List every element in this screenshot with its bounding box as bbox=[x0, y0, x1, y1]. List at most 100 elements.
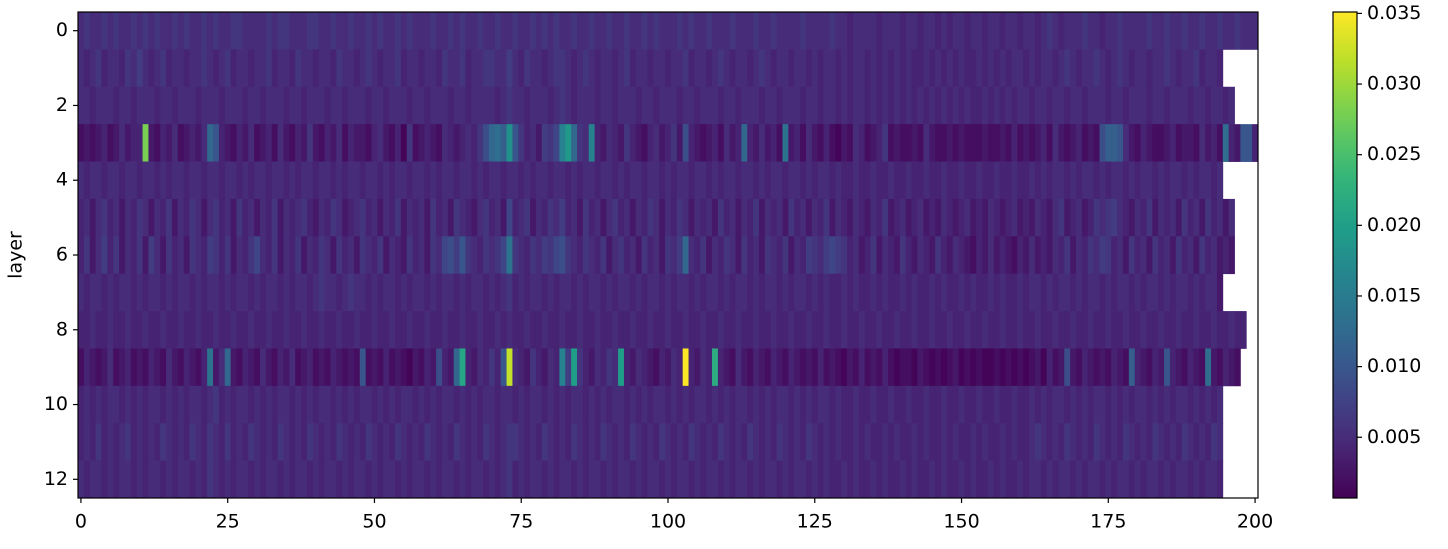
heatmap-cell bbox=[295, 348, 302, 387]
heatmap-cell bbox=[1005, 460, 1012, 499]
heatmap-cell bbox=[412, 348, 419, 387]
heatmap-cell bbox=[717, 423, 725, 462]
heatmap-cell bbox=[95, 311, 102, 349]
heatmap-cell bbox=[1034, 198, 1042, 237]
heatmap-cell bbox=[348, 49, 355, 88]
heatmap-cell bbox=[148, 385, 155, 424]
heatmap-cell bbox=[717, 348, 725, 387]
heatmap-cell bbox=[541, 385, 549, 424]
heatmap-cell bbox=[1052, 236, 1059, 275]
heatmap-cell bbox=[477, 86, 484, 125]
heatmap-cell bbox=[336, 86, 343, 125]
heatmap-cell bbox=[148, 124, 155, 162]
heatmap-cell bbox=[1011, 311, 1018, 349]
heatmap-cell bbox=[1146, 49, 1153, 88]
heatmap-cell bbox=[717, 124, 725, 162]
heatmap-cell bbox=[1099, 311, 1106, 349]
heatmap-cell bbox=[741, 49, 748, 88]
heatmap-cell bbox=[336, 311, 343, 349]
heatmap-cell bbox=[541, 161, 549, 200]
heatmap-cell bbox=[365, 124, 372, 162]
heatmap-cell bbox=[794, 423, 801, 462]
heatmap-cell bbox=[95, 423, 102, 462]
heatmap-cell bbox=[124, 161, 132, 200]
heatmap-cell bbox=[1023, 12, 1030, 50]
heatmap-cell bbox=[301, 385, 308, 424]
heatmap-cell bbox=[729, 236, 736, 275]
heatmap-cell bbox=[1122, 423, 1130, 462]
heatmap-cell bbox=[160, 198, 167, 237]
heatmap-cell bbox=[1181, 12, 1188, 50]
heatmap-cell bbox=[800, 86, 807, 125]
heatmap-cell bbox=[1011, 423, 1018, 462]
heatmap-cell bbox=[829, 124, 836, 162]
heatmap-cell bbox=[518, 86, 525, 125]
heatmap-cell bbox=[1187, 311, 1194, 349]
heatmap-cell bbox=[242, 311, 249, 349]
heatmap-cell bbox=[1175, 124, 1183, 162]
heatmap-cell bbox=[148, 423, 155, 462]
colorbar-tick-label: 0.010 bbox=[1367, 355, 1421, 377]
heatmap-cell bbox=[782, 311, 789, 349]
heatmap-cell bbox=[811, 273, 819, 312]
heatmap-cell bbox=[89, 423, 97, 462]
heatmap-cell bbox=[1064, 198, 1071, 237]
heatmap-cell bbox=[753, 385, 760, 424]
heatmap-cell bbox=[430, 161, 437, 200]
heatmap-cell bbox=[336, 124, 343, 162]
heatmap-cell bbox=[330, 348, 337, 387]
heatmap-cell bbox=[712, 273, 719, 312]
heatmap-cell bbox=[1093, 385, 1100, 424]
heatmap-cell bbox=[171, 311, 179, 349]
heatmap-cell bbox=[993, 423, 1001, 462]
heatmap-cell bbox=[189, 385, 196, 424]
heatmap-cell bbox=[882, 86, 889, 125]
heatmap-cell bbox=[353, 236, 361, 275]
heatmap-cell bbox=[888, 460, 895, 499]
heatmap-cell bbox=[389, 236, 396, 275]
heatmap-cell bbox=[1140, 198, 1147, 237]
heatmap-cell bbox=[312, 460, 320, 499]
heatmap-cell bbox=[1070, 86, 1077, 125]
heatmap-cell bbox=[312, 86, 320, 125]
heatmap-cell bbox=[1152, 161, 1159, 200]
heatmap-cell bbox=[436, 423, 443, 462]
heatmap-cell bbox=[142, 236, 149, 275]
heatmap-cell bbox=[764, 49, 772, 88]
heatmap-cell bbox=[1146, 12, 1153, 50]
heatmap-cell bbox=[741, 273, 748, 312]
heatmap-cell bbox=[436, 86, 443, 125]
heatmap-cell bbox=[477, 460, 484, 499]
heatmap-cell bbox=[723, 12, 731, 50]
heatmap-cell bbox=[899, 423, 907, 462]
heatmap-cell bbox=[177, 49, 185, 88]
heatmap-cell bbox=[265, 49, 273, 88]
heatmap-cell bbox=[735, 311, 742, 349]
heatmap-cell bbox=[776, 86, 783, 125]
heatmap-cell bbox=[612, 348, 619, 387]
heatmap-cell bbox=[306, 348, 314, 387]
heatmap-cell bbox=[483, 124, 490, 162]
heatmap-cell bbox=[659, 124, 666, 162]
heatmap-cell bbox=[124, 311, 132, 349]
heatmap-cell bbox=[95, 273, 102, 312]
heatmap-cell bbox=[1211, 385, 1218, 424]
heatmap-cell bbox=[547, 273, 554, 312]
heatmap-cell bbox=[1175, 311, 1183, 349]
heatmap-cell bbox=[213, 12, 220, 50]
heatmap-cell bbox=[130, 460, 138, 499]
heatmap-cell bbox=[201, 423, 208, 462]
heatmap-cell bbox=[618, 460, 625, 499]
heatmap-cell bbox=[488, 423, 496, 462]
heatmap-cell bbox=[776, 198, 783, 237]
heatmap-cell bbox=[430, 385, 437, 424]
heatmap-cell bbox=[1152, 124, 1159, 162]
heatmap-cell bbox=[1011, 161, 1018, 200]
heatmap-cell bbox=[670, 86, 678, 125]
heatmap-cell bbox=[1152, 12, 1159, 50]
heatmap-cell bbox=[207, 236, 214, 275]
heatmap-cell bbox=[124, 86, 132, 125]
heatmap-cell bbox=[1181, 423, 1188, 462]
heatmap-cell bbox=[1211, 124, 1218, 162]
y-tick-label: 4 bbox=[56, 169, 68, 191]
